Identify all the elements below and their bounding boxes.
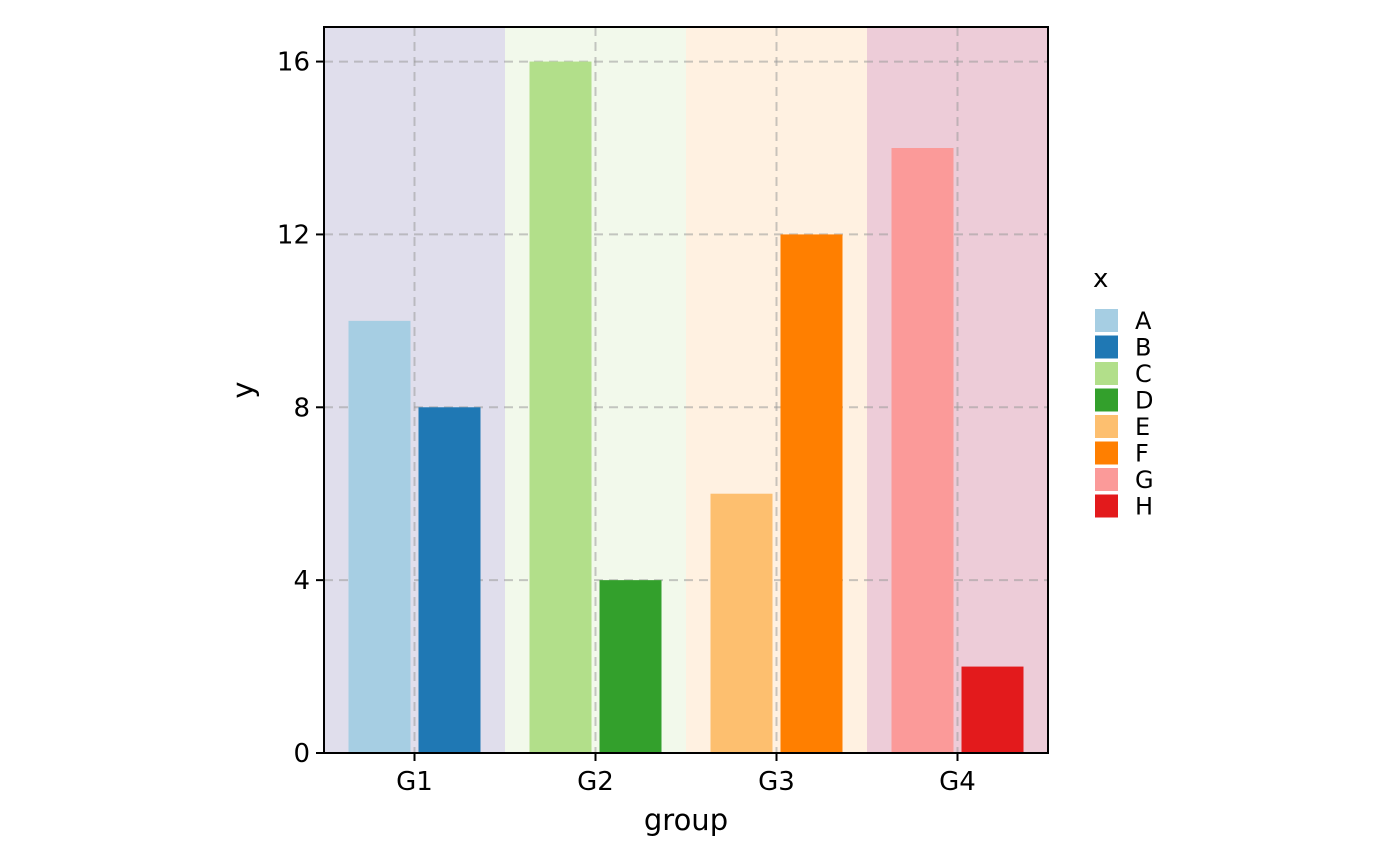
legend-label-b: B bbox=[1135, 334, 1151, 362]
bar-b bbox=[418, 407, 481, 753]
legend-label-a: A bbox=[1135, 307, 1152, 335]
legend-key-d bbox=[1095, 388, 1118, 412]
x-axis-title: group bbox=[644, 803, 728, 837]
bars bbox=[348, 61, 1024, 754]
y-tick-label: 16 bbox=[277, 48, 310, 78]
y-tick-label: 4 bbox=[293, 566, 310, 596]
bar-g bbox=[891, 148, 954, 753]
legend-key-f bbox=[1095, 441, 1118, 465]
y-tick-label: 8 bbox=[293, 393, 310, 423]
bar-d bbox=[599, 580, 662, 753]
legend-label-h: H bbox=[1135, 493, 1153, 521]
x-tick-label-g1: G1 bbox=[396, 767, 433, 797]
y-tick-label: 0 bbox=[293, 739, 310, 769]
bar-a bbox=[348, 320, 411, 753]
legend-key-b bbox=[1095, 335, 1118, 359]
plot-frame bbox=[323, 26, 1049, 754]
bar-c bbox=[529, 61, 592, 754]
legend-key-c bbox=[1095, 362, 1118, 385]
legend-key-a bbox=[1095, 309, 1118, 332]
legend-key-h bbox=[1095, 494, 1118, 518]
bar-f bbox=[780, 234, 843, 753]
bar-h bbox=[961, 666, 1024, 753]
legend-label-c: C bbox=[1135, 360, 1152, 388]
x-tick-label-g2: G2 bbox=[577, 767, 614, 797]
x-tick-label-g4: G4 bbox=[939, 767, 976, 797]
legend-label-e: E bbox=[1135, 413, 1150, 441]
legend-key-e bbox=[1095, 415, 1118, 438]
legend-label-d: D bbox=[1135, 387, 1153, 415]
axes: 0 4 8 12 16 G1 G2 G3 G4 bbox=[277, 48, 976, 797]
x-tick-label-g3: G3 bbox=[758, 767, 795, 797]
bar-e bbox=[710, 493, 773, 753]
legend-label-g: G bbox=[1135, 466, 1154, 494]
legend-title: x bbox=[1093, 264, 1108, 294]
legend-key-g bbox=[1095, 468, 1118, 491]
y-tick-label: 12 bbox=[277, 220, 310, 250]
y-axis-title: y bbox=[226, 381, 260, 398]
legend-label-f: F bbox=[1135, 440, 1149, 468]
